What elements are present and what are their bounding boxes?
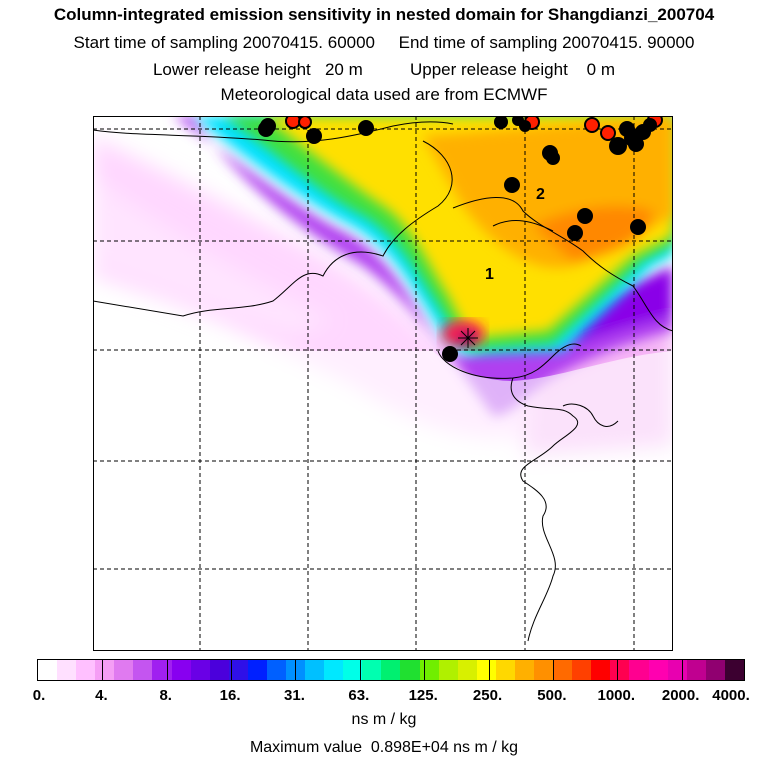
colorbar (37, 659, 745, 681)
sensitivity-field-orange (423, 116, 673, 268)
colorbar-segment (152, 660, 172, 680)
colorbar-tick (231, 660, 233, 680)
colorbar-level-label: 63. (348, 687, 370, 704)
colorbar-segment (95, 660, 115, 680)
colorbar-segment (209, 660, 229, 680)
colorbar-tick (424, 660, 426, 680)
colorbar-level-label: 4. (95, 687, 108, 704)
colorbar-level-label: 2000. (661, 687, 700, 704)
sampling-time-line: Start time of sampling 20070415. 60000 E… (73, 33, 695, 52)
colorbar-segment (667, 660, 687, 680)
colorbar-tick (295, 660, 297, 680)
colorbar-segment (38, 660, 58, 680)
colorbar-tick (681, 660, 683, 680)
colorbar-segment (76, 660, 96, 680)
colorbar-tick (617, 660, 619, 680)
colorbar-level-label: 125. (408, 687, 438, 704)
colorbar-level-label: 4000. (712, 687, 750, 704)
maximum-value-text: Maximum value 0.898E+04 ns m / kg (249, 739, 519, 756)
colorbar-tick (166, 660, 168, 680)
colorbar-level-label: 500. (537, 687, 567, 704)
colorbar-segment (305, 660, 325, 680)
colorbar-segment (724, 660, 744, 680)
colorbar-segment (400, 660, 420, 680)
colorbar-segment (362, 660, 382, 680)
colorbar-segment (190, 660, 210, 680)
colorbar-segment (476, 660, 496, 680)
colorbar-segment (228, 660, 248, 680)
colorbar-segment (171, 660, 191, 680)
colorbar-segment (114, 660, 134, 680)
cluster-label-2: 2 (536, 186, 545, 203)
colorbar-segment (534, 660, 554, 680)
colorbar-segment (133, 660, 153, 680)
colorbar-segment (343, 660, 363, 680)
colorbar-segment (457, 660, 477, 680)
colorbar-tick (102, 660, 104, 680)
colorbar-tick (488, 660, 490, 680)
colorbar-segment (324, 660, 344, 680)
emission-sensitivity-map: 1 2 (93, 116, 673, 651)
colorbar-segment (438, 660, 458, 680)
colorbar-segment (419, 660, 439, 680)
graticule (93, 116, 673, 651)
colorbar-segment (648, 660, 668, 680)
colorbar-segment (572, 660, 592, 680)
release-height-line: Lower release height 20 m Upper release … (152, 60, 616, 79)
colorbar-segment (553, 660, 573, 680)
colorbar-tick (552, 660, 554, 680)
colorbar-units: ns m / kg (351, 711, 417, 728)
colorbar-segment (610, 660, 630, 680)
map-title: Column-integrated emission sensitivity i… (53, 5, 715, 24)
colorbar-segment (591, 660, 611, 680)
colorbar-segment (705, 660, 725, 680)
colorbar-segment (381, 660, 401, 680)
colorbar-segment (514, 660, 535, 680)
colorbar-segment (266, 660, 287, 680)
colorbar-level-label: 8. (159, 687, 172, 704)
colorbar-segment (629, 660, 649, 680)
cluster-label-1: 1 (485, 266, 494, 283)
colorbar-segment (495, 660, 515, 680)
station-markers (258, 116, 663, 362)
colorbar-level-label: 16. (219, 687, 241, 704)
colorbar-segment (686, 660, 706, 680)
colorbar-level-label: 0. (32, 687, 46, 704)
colorbar-level-label: 250. (472, 687, 503, 704)
colorbar-segment (57, 660, 77, 680)
meteorological-data-line: Meteorological data used are from ECMWF (220, 85, 548, 104)
map-canvas: 1 2 (93, 116, 673, 651)
colorbar-tick (359, 660, 361, 680)
colorbar-segment (247, 660, 267, 680)
colorbar-level-label: 1000. (597, 687, 636, 704)
coastlines-and-borders (93, 121, 673, 642)
receptor-site-marker (458, 328, 478, 348)
sensitivity-field-red-hotspot (441, 320, 485, 348)
map-frame (93, 116, 673, 651)
colorbar-level-label: 31. (284, 687, 305, 704)
